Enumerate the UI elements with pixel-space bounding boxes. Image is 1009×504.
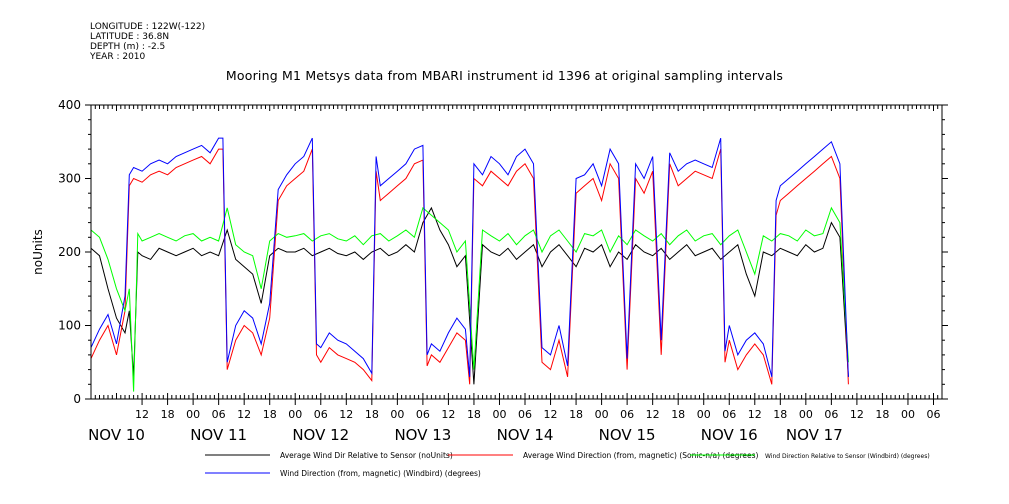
y-tick-label: 0 [73,392,81,406]
x-tick-label: 06 [620,408,634,421]
x-day-label: NOV 13 [394,426,451,444]
x-tick-label: 06 [926,408,940,421]
x-tick-label: 06 [212,408,226,421]
y-axis-label: noUnits [31,229,45,275]
line-chart: 0100200300400 12 18 00 06 12 18 00 06 12 18 00 06 12… [0,0,1009,504]
legend: Average Wind Dir Relative to Sensor (noU… [205,451,930,478]
x-day-label: NOV 11 [190,426,247,444]
x-tick-label: 18 [467,408,481,421]
x-tick-label: 06 [314,408,328,421]
x-tick-label: 06 [722,408,736,421]
x-tick-label: 06 [416,408,430,421]
x-day-label: NOV 16 [701,426,758,444]
y-tick-label: 200 [58,245,81,259]
series-line-2 [91,149,848,384]
legend-label: Wind Direction Relative to Sensor (Windb… [765,453,930,460]
x-tick-label: 00 [697,408,711,421]
x-tick-label: 00 [288,408,302,421]
x-axis: 12 18 00 06 12 18 00 06 12 18 00 06 12 18 00 06 12 18 00 06… [88,399,940,444]
x-tick-label: 00 [390,408,404,421]
x-tick-label: 18 [773,408,787,421]
x-day-label: NOV 14 [497,426,554,444]
x-tick-label: 06 [518,408,532,421]
x-day-label: NOV 15 [599,426,656,444]
x-tick-label: 18 [161,408,175,421]
x-tick-label: 18 [263,408,277,421]
x-tick-label: 12 [135,408,149,421]
x-tick-label: 00 [901,408,915,421]
x-tick-label: 18 [671,408,685,421]
x-tick-label: 18 [569,408,583,421]
x-tick-label: 00 [799,408,813,421]
y-tick-label: 300 [58,172,81,186]
x-day-label: NOV 17 [786,426,843,444]
y-tick-label: 400 [58,98,81,112]
y-tick-label: 100 [58,319,81,333]
x-tick-label: 12 [237,408,251,421]
legend-label: Average Wind Dir Relative to Sensor (noU… [280,451,453,460]
x-tick-label: 12 [544,408,558,421]
series-line-4 [91,138,848,377]
x-day-label: NOV 12 [292,426,349,444]
x-tick-label: 12 [441,408,455,421]
x-tick-label: 18 [875,408,889,421]
x-tick-label: 12 [646,408,660,421]
x-tick-label: 00 [595,408,609,421]
x-tick-label: 00 [492,408,506,421]
x-day-label: NOV 10 [88,426,145,444]
series-layer [91,138,848,392]
x-tick-label: 12 [748,408,762,421]
x-tick-label: 12 [850,408,864,421]
x-tick-label: 12 [339,408,353,421]
x-tick-label: 00 [186,408,200,421]
x-tick-label: 06 [824,408,838,421]
x-tick-label: 18 [365,408,379,421]
legend-label: Wind Direction (from, magnetic) (Windbir… [280,469,481,478]
